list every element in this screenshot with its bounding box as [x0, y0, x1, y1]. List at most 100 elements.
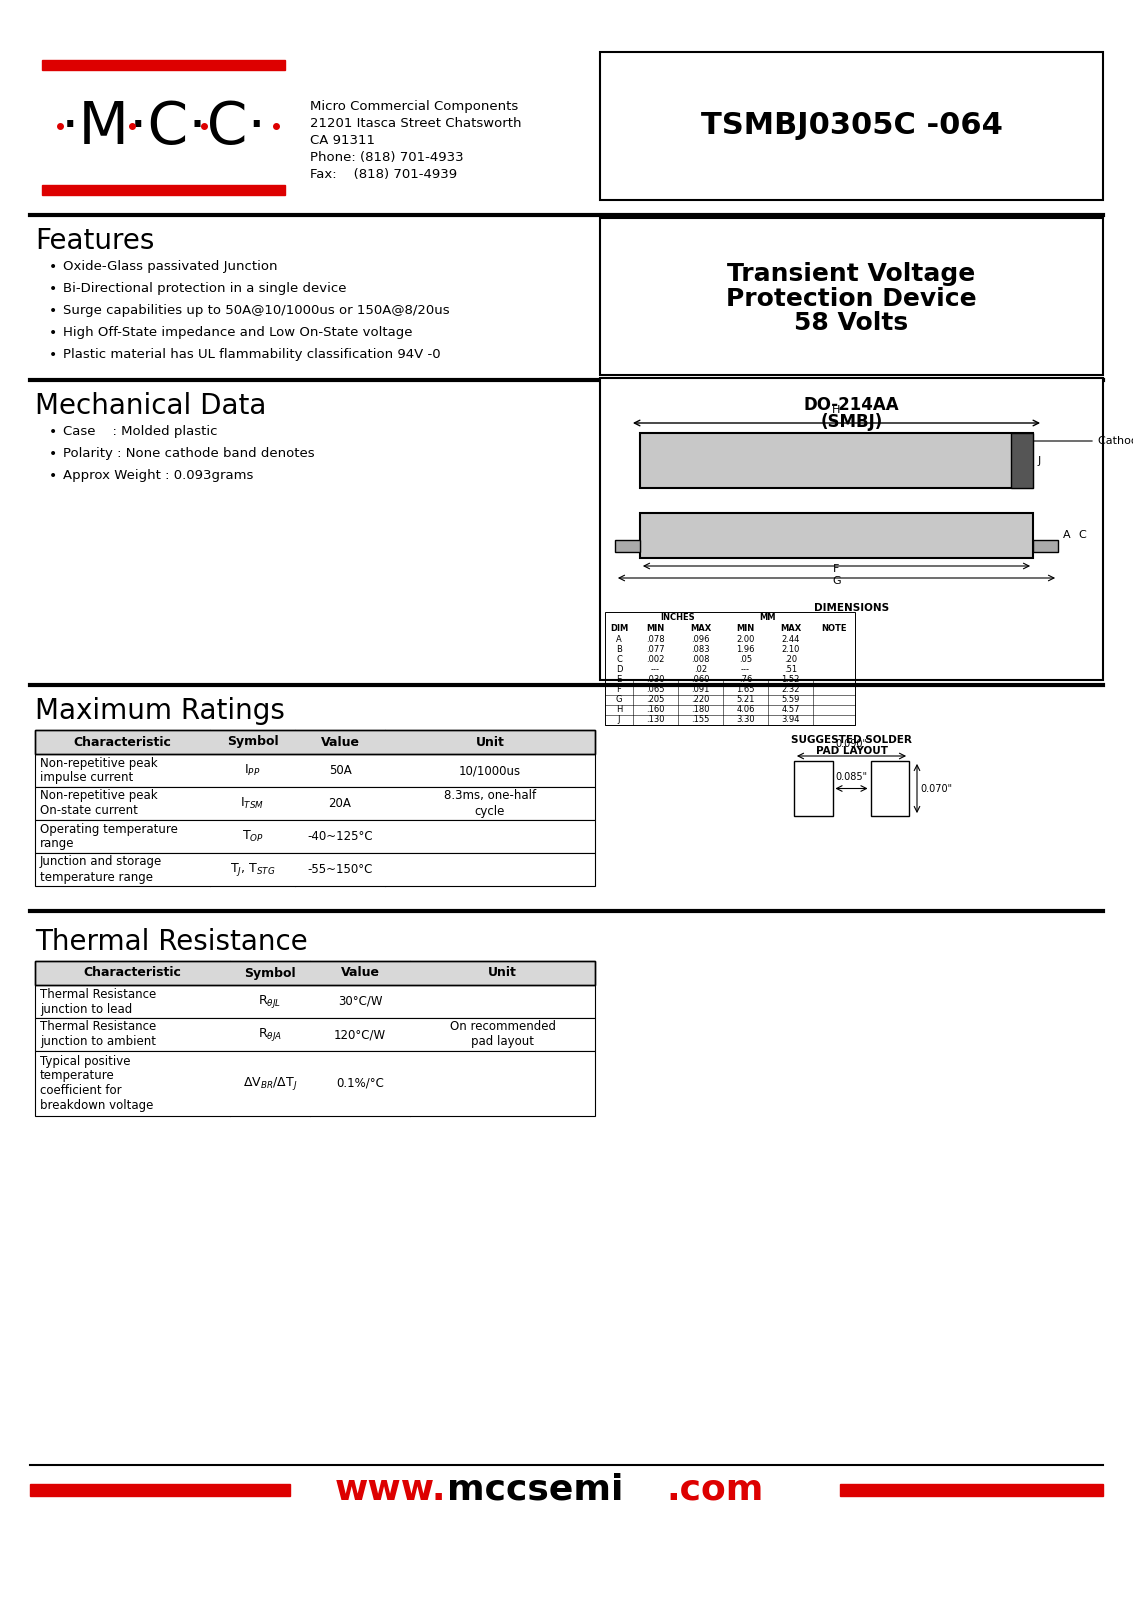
Text: G: G [832, 576, 841, 586]
Text: T$_{OP}$: T$_{OP}$ [241, 829, 264, 845]
Text: F: F [616, 685, 621, 694]
Text: Symbol: Symbol [227, 736, 279, 749]
Text: .083: .083 [691, 645, 709, 654]
Text: SUGGESTED SOLDER: SUGGESTED SOLDER [791, 734, 912, 746]
Text: INCHES: INCHES [661, 613, 696, 622]
Text: .205: .205 [646, 696, 665, 704]
Text: D: D [615, 666, 622, 675]
Bar [35, 754, 595, 787]
Bar [605, 611, 855, 725]
Bar [1011, 434, 1033, 488]
Text: MIN: MIN [646, 624, 665, 634]
Text: Micro Commercial Components: Micro Commercial Components [310, 99, 518, 114]
Text: C: C [1077, 531, 1085, 541]
Text: .155: .155 [691, 715, 709, 725]
Bar [35, 962, 595, 986]
Text: 21201 Itasca Street Chatsworth: 21201 Itasca Street Chatsworth [310, 117, 521, 130]
Text: Surge capabilities up to 50A@10/1000us or 150A@8/20us: Surge capabilities up to 50A@10/1000us o… [63, 304, 450, 317]
Text: G: G [615, 696, 622, 704]
Text: .180: .180 [691, 706, 709, 715]
Text: .065: .065 [646, 685, 665, 694]
Text: MAX: MAX [690, 624, 712, 634]
Text: .220: .220 [691, 696, 709, 704]
Text: 0.1%/°C: 0.1%/°C [337, 1077, 384, 1090]
Bar [35, 986, 595, 1018]
Bar [35, 819, 595, 853]
Text: Characteristic: Characteristic [84, 966, 181, 979]
Text: Unit: Unit [476, 736, 504, 749]
Text: .096: .096 [691, 635, 709, 645]
Text: C: C [616, 656, 622, 664]
Text: mccsemi: mccsemi [446, 1474, 623, 1507]
Text: •: • [49, 446, 57, 461]
Text: E: E [818, 531, 825, 541]
Text: 0.070": 0.070" [920, 784, 952, 794]
Bar [640, 434, 1033, 488]
Text: •: • [49, 349, 57, 362]
Text: .002: .002 [646, 656, 665, 664]
Text: -55~150°C: -55~150°C [307, 862, 373, 877]
Text: NOTE: NOTE [821, 624, 846, 634]
Text: 50A: 50A [329, 765, 351, 778]
Text: 3.30: 3.30 [736, 715, 755, 725]
Text: ·M·C·C·: ·M·C·C· [60, 99, 266, 157]
Text: 8.3ms, one-half
cycle: 8.3ms, one-half cycle [444, 789, 536, 818]
Text: MM: MM [760, 613, 776, 622]
Text: 20A: 20A [329, 797, 351, 810]
Text: Non-repetitive peak
On-state current: Non-repetitive peak On-state current [40, 789, 157, 818]
Bar [35, 730, 595, 754]
Text: Case    : Molded plastic: Case : Molded plastic [63, 426, 218, 438]
Text: -40~125°C: -40~125°C [307, 830, 373, 843]
Text: .51: .51 [784, 666, 796, 675]
Text: 2.10: 2.10 [782, 645, 800, 654]
Text: MAX: MAX [780, 624, 801, 634]
Text: 30°C/W: 30°C/W [338, 995, 382, 1008]
Text: Unit: Unit [488, 966, 517, 979]
Text: Characteristic: Characteristic [74, 736, 171, 749]
Text: J: J [1038, 456, 1041, 466]
Text: Symbol: Symbol [245, 966, 296, 979]
Text: Non-repetitive peak
impulse current: Non-repetitive peak impulse current [40, 757, 157, 784]
Text: (SMBJ): (SMBJ) [820, 413, 883, 430]
Text: 58 Volts: 58 Volts [794, 310, 909, 334]
Text: DIM: DIM [610, 624, 628, 634]
Text: TSMBJ0305C -064: TSMBJ0305C -064 [700, 112, 1003, 141]
Text: Bi-Directional protection in a single device: Bi-Directional protection in a single de… [63, 282, 347, 294]
Text: .130: .130 [646, 715, 665, 725]
Text: E: E [616, 675, 622, 685]
Text: 2.32: 2.32 [782, 685, 800, 694]
Text: www.: www. [335, 1474, 446, 1507]
Text: R$_{\theta JA}$: R$_{\theta JA}$ [258, 1026, 282, 1043]
Text: CA 91311: CA 91311 [310, 134, 375, 147]
Text: .com: .com [666, 1474, 764, 1507]
Text: T$_J$, T$_{STG}$: T$_J$, T$_{STG}$ [230, 861, 275, 878]
Text: A: A [1063, 531, 1071, 541]
Text: DO-214AA: DO-214AA [803, 395, 900, 414]
Text: Cathode Band: Cathode Band [1098, 435, 1133, 446]
Bar [35, 853, 595, 886]
Text: .20: .20 [784, 656, 796, 664]
Text: 1.96: 1.96 [736, 645, 755, 654]
Text: Protection Device: Protection Device [726, 286, 977, 310]
Text: •: • [49, 469, 57, 483]
Bar [35, 730, 595, 754]
Text: D: D [623, 541, 632, 550]
Bar [600, 218, 1104, 374]
Text: Maximum Ratings: Maximum Ratings [35, 698, 284, 725]
Text: Thermal Resistance
junction to ambient: Thermal Resistance junction to ambient [40, 1021, 156, 1048]
Text: 4.06: 4.06 [736, 706, 755, 715]
Text: .091: .091 [691, 685, 709, 694]
Bar [1033, 539, 1058, 552]
Text: DIMENSIONS: DIMENSIONS [813, 603, 889, 613]
Bar [35, 787, 595, 819]
Text: Thermal Resistance: Thermal Resistance [35, 928, 308, 955]
Text: .160: .160 [646, 706, 665, 715]
Text: 2.44: 2.44 [782, 635, 800, 645]
Text: J: J [617, 715, 620, 725]
Text: B: B [1036, 541, 1043, 550]
Bar [640, 514, 1033, 558]
Text: •: • [49, 282, 57, 296]
Text: Phone: (818) 701-4933: Phone: (818) 701-4933 [310, 150, 463, 165]
Text: Typical positive
temperature
coefficient for
breakdown voltage: Typical positive temperature coefficient… [40, 1054, 153, 1112]
Text: H: H [616, 706, 622, 715]
